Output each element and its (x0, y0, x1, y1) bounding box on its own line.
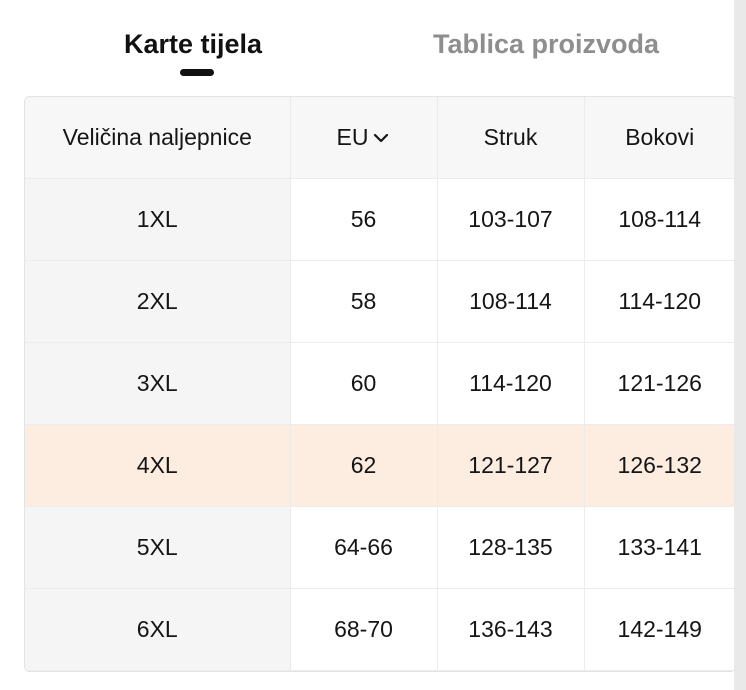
tab-product-table[interactable]: Tablica proizvoda (433, 29, 660, 59)
header-label-size: Veličina naljepnice (25, 97, 291, 179)
cell-eu: 56 (290, 178, 438, 261)
cell-size: 4XL (25, 424, 291, 507)
cell-eu: 58 (290, 260, 438, 343)
table-row: 1XL 56 103-107 108-114 (25, 178, 735, 261)
cell-eu: 64-66 (290, 506, 438, 589)
table-row-highlighted: 4XL 62 121-127 126-132 (25, 424, 735, 507)
cell-size: 5XL (25, 506, 291, 589)
size-table: Veličina naljepnice EU Struk Bokovi (25, 97, 735, 671)
table-header-row: Veličina naljepnice EU Struk Bokovi (25, 97, 735, 179)
table-row: 5XL 64-66 128-135 133-141 (25, 506, 735, 589)
cell-waist: 121-127 (437, 424, 585, 507)
eu-unit-selector[interactable]: EU (337, 124, 391, 151)
cell-size: 6XL (25, 588, 291, 671)
header-eu[interactable]: EU (290, 97, 438, 179)
table-row: 3XL 60 114-120 121-126 (25, 342, 735, 425)
active-tab-indicator (180, 69, 214, 76)
cell-waist: 114-120 (437, 342, 585, 425)
table-row: 2XL 58 108-114 114-120 (25, 260, 735, 343)
cell-eu: 62 (290, 424, 438, 507)
cell-hips: 126-132 (584, 424, 735, 507)
cell-hips: 121-126 (584, 342, 735, 425)
cell-waist: 136-143 (437, 588, 585, 671)
cell-hips: 114-120 (584, 260, 735, 343)
chevron-down-icon (374, 133, 389, 142)
tab-bar: Karte tijela Tablica proizvoda (0, 0, 734, 96)
cell-size: 2XL (25, 260, 291, 343)
tab-body-charts[interactable]: Karte tijela (124, 29, 263, 59)
table-row: 6XL 68-70 136-143 142-149 (25, 588, 735, 671)
cell-waist: 108-114 (437, 260, 585, 343)
cell-hips: 133-141 (584, 506, 735, 589)
size-table-container: Veličina naljepnice EU Struk Bokovi (24, 96, 736, 672)
cell-eu: 68-70 (290, 588, 438, 671)
cell-eu: 60 (290, 342, 438, 425)
header-hips: Bokovi (584, 97, 735, 179)
cell-waist: 103-107 (437, 178, 585, 261)
cell-size: 3XL (25, 342, 291, 425)
cell-size: 1XL (25, 178, 291, 261)
cell-hips: 142-149 (584, 588, 735, 671)
scrollbar-track[interactable] (734, 0, 746, 690)
header-waist: Struk (437, 97, 585, 179)
header-eu-label: EU (336, 124, 369, 150)
cell-waist: 128-135 (437, 506, 585, 589)
cell-hips: 108-114 (584, 178, 735, 261)
